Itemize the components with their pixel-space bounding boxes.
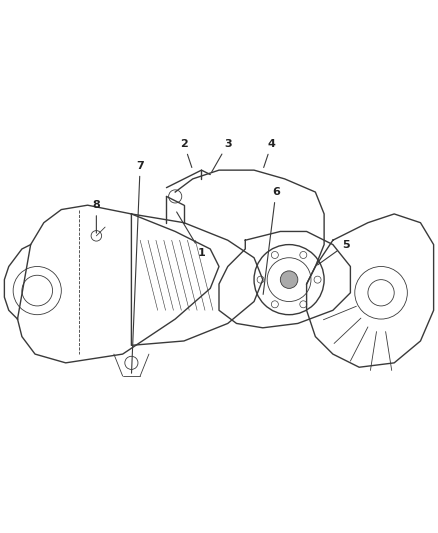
- Text: 4: 4: [264, 139, 276, 167]
- Text: 1: 1: [177, 212, 205, 259]
- Text: 2: 2: [180, 139, 192, 167]
- Text: 8: 8: [92, 200, 100, 233]
- Circle shape: [280, 271, 298, 288]
- Text: 5: 5: [318, 240, 350, 265]
- Text: 6: 6: [263, 187, 280, 294]
- Text: 3: 3: [212, 139, 232, 172]
- Text: 7: 7: [131, 161, 144, 373]
